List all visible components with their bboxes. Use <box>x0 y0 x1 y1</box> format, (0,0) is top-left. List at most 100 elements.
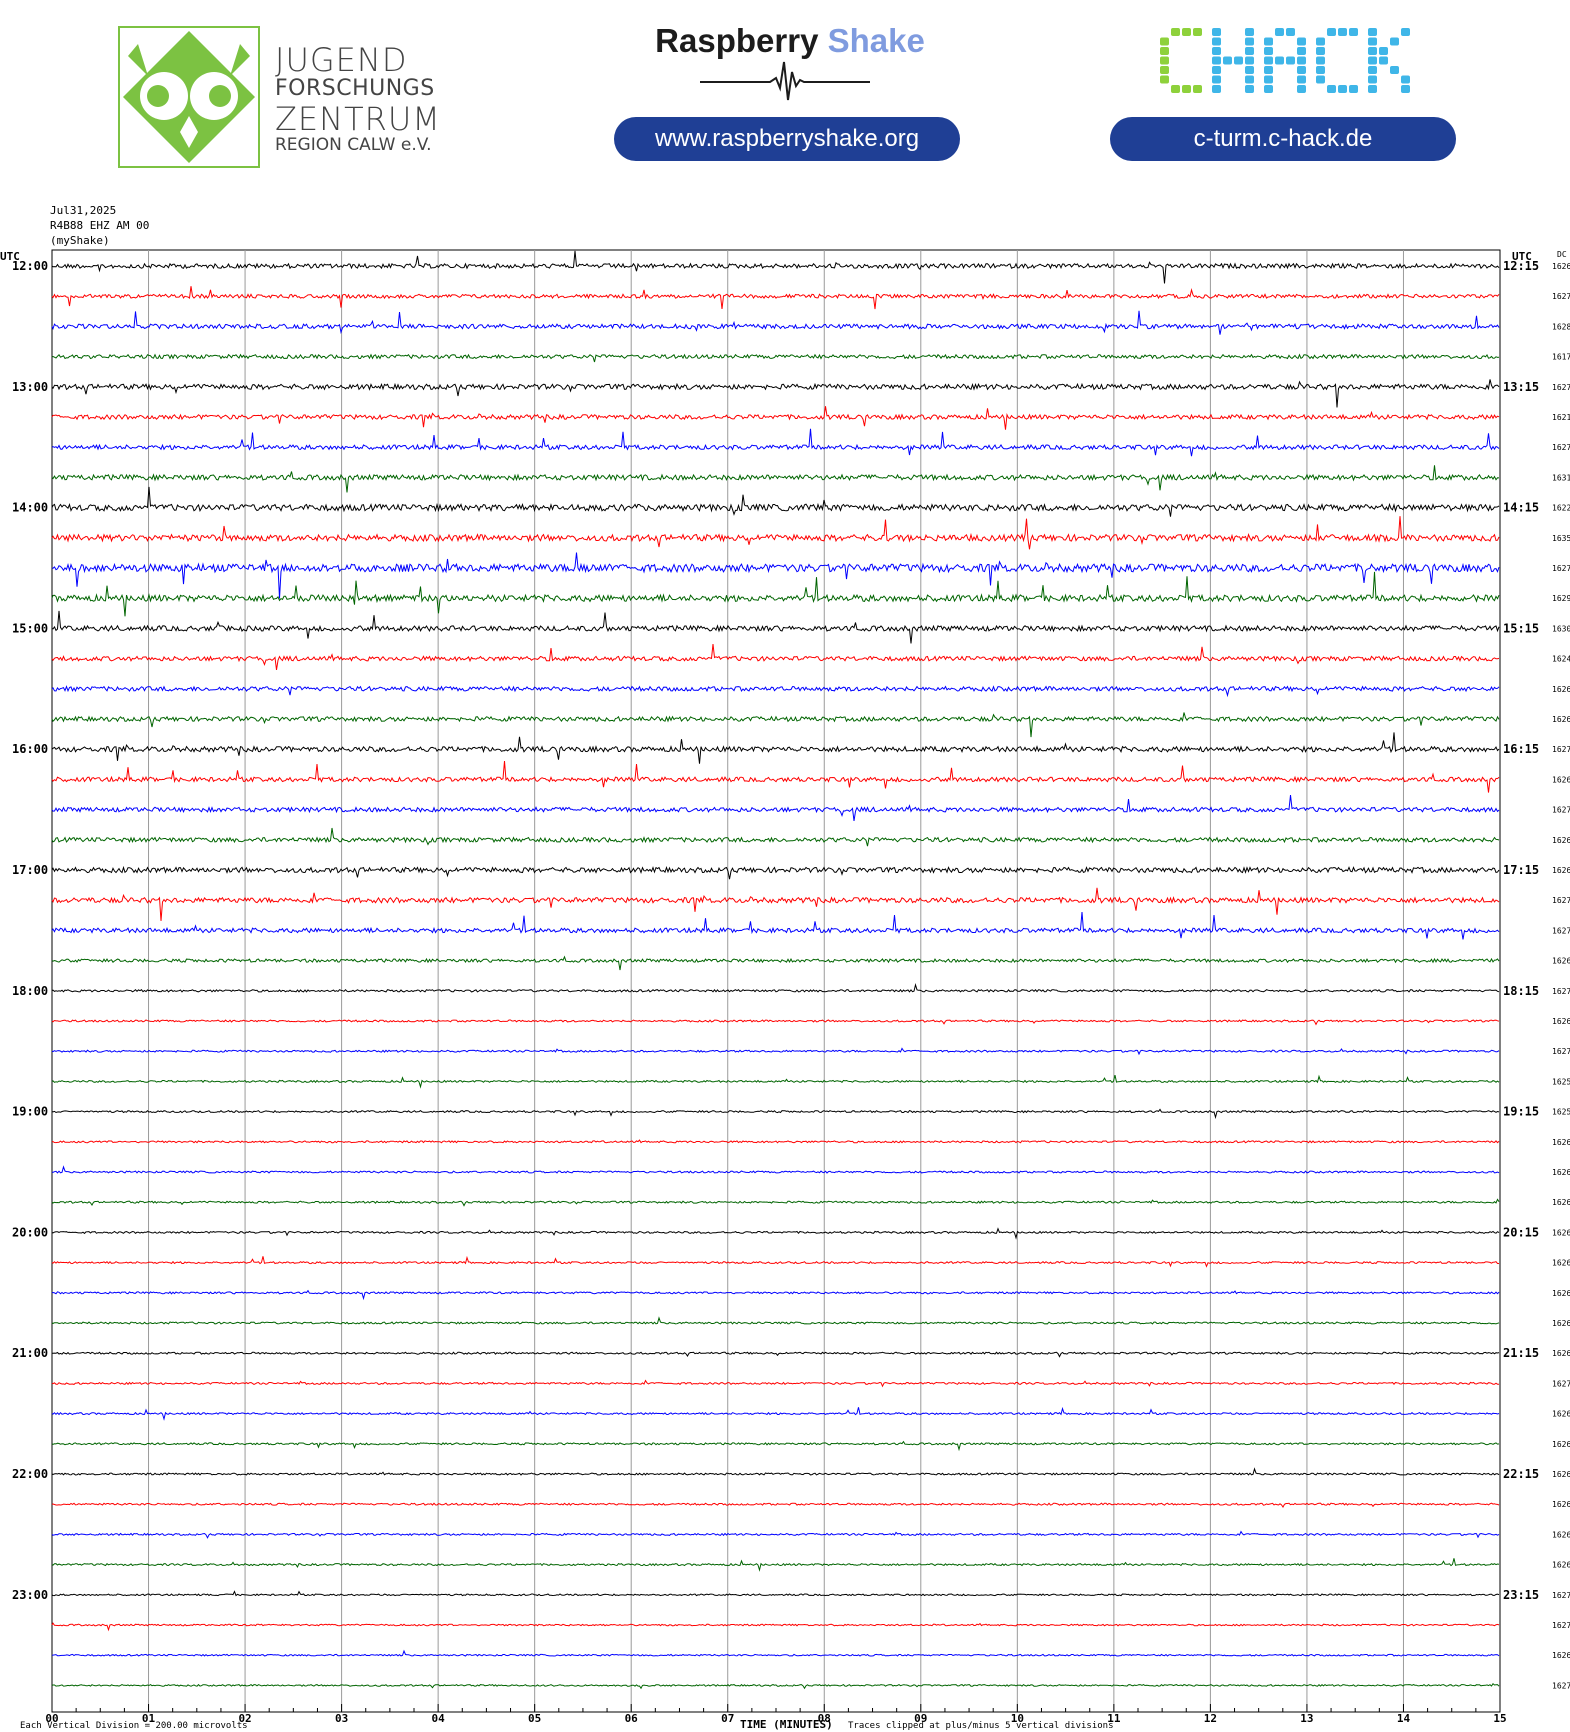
chack-logo-dot <box>1316 56 1325 65</box>
x-tick-label: 02 <box>238 1712 251 1725</box>
chack-logo-dot <box>1327 85 1336 93</box>
right-hour-label: 14:15 <box>1503 501 1539 515</box>
chack-logo-dot <box>1368 75 1377 84</box>
trace-row-37 <box>51 1351 1500 1358</box>
left-hour-label: 21:00 <box>12 1346 48 1360</box>
trace-row-47 <box>51 1649 1500 1657</box>
trace-row-34 <box>51 1255 1499 1268</box>
trace-row-31 <box>51 1165 1500 1174</box>
dc-value: 16254 <box>1552 1077 1570 1086</box>
chack-logo-dot <box>1401 75 1410 84</box>
plot-grid <box>51 249 1501 1713</box>
dc-value: 16269 <box>1552 1440 1570 1449</box>
chack-logo-dot <box>1264 56 1273 65</box>
left-hour-label: 20:00 <box>12 1225 48 1239</box>
chack-logo-dot <box>1245 56 1254 65</box>
chack-logo-dot <box>1212 75 1221 84</box>
dc-value: 16314 <box>1552 473 1570 482</box>
trace-row-41 <box>51 1467 1500 1476</box>
raspberryshake-url-link[interactable]: www.raspberryshake.org <box>614 117 960 161</box>
station-label: R4B88 EHZ AM 00 <box>50 219 149 232</box>
x-tick-label: 14 <box>1397 1712 1411 1725</box>
trace-row-24 <box>51 955 1500 971</box>
chack-logo-dot <box>1234 56 1243 65</box>
chack-logo-dot <box>1264 66 1273 74</box>
dc-value: 16274 <box>1552 383 1570 392</box>
dc-value: 16265 <box>1552 775 1570 784</box>
right-hour-label: 17:15 <box>1503 863 1539 877</box>
chack-logo-dot <box>1297 75 1306 84</box>
owl-logo <box>118 26 260 168</box>
division-note: Each Vertical Division = 200.00 microvol… <box>20 1721 248 1731</box>
dc-value: 16275 <box>1552 896 1570 905</box>
chack-logo-dot <box>1275 56 1284 65</box>
header: JUGEND FORSCHUNGS ZENTRUM REGION CALW e.… <box>0 0 1570 200</box>
trace-row-22 <box>51 887 1500 921</box>
chack-logo-dot <box>1297 47 1306 55</box>
chack-logo-dot <box>1193 28 1202 36</box>
chack-logo-dot <box>1338 85 1347 93</box>
trace-row-30 <box>51 1139 1500 1144</box>
trace-row-28 <box>51 1074 1500 1089</box>
chack-logo-dot <box>1401 85 1410 93</box>
clip-note: Traces clipped at plus/minus 5 vertical … <box>848 1721 1114 1731</box>
trace-row-17 <box>51 732 1500 764</box>
trace-row-38 <box>51 1379 1500 1388</box>
trace-row-33 <box>51 1227 1500 1240</box>
chack-url-link[interactable]: c-turm.c-hack.de <box>1110 117 1456 161</box>
chack-logo-dot <box>1316 66 1325 74</box>
chack-logo-dot <box>1316 75 1325 84</box>
dc-value: 16269 <box>1552 1561 1570 1570</box>
dc-value: 16268 <box>1552 1289 1570 1298</box>
trace-row-1 <box>51 250 1500 284</box>
chack-logo-dot <box>1160 47 1169 55</box>
dc-value: 16278 <box>1552 926 1570 935</box>
trace-row-32 <box>51 1198 1500 1207</box>
utc-right-label: UTC <box>1512 250 1532 263</box>
trace-row-14 <box>51 644 1500 670</box>
trace-row-20 <box>51 827 1500 847</box>
x-tick-label: 13 <box>1300 1712 1313 1725</box>
trace-row-27 <box>51 1047 1500 1056</box>
plot-frame <box>51 249 1501 1713</box>
utc-left-label: UTC <box>0 250 20 263</box>
right-hour-labels: 12:15 13:15 14:15 15:15 16:15 17:15 18:15 19:15… <box>1503 259 1539 1602</box>
dc-value: 16268 <box>1552 1138 1570 1147</box>
chack-logo-dot <box>1193 85 1202 93</box>
right-hour-label: 16:15 <box>1503 742 1539 756</box>
x-tick-label: 04 <box>432 1712 446 1725</box>
left-hour-label: 14:00 <box>12 501 48 515</box>
right-hour-label: 20:15 <box>1503 1225 1539 1239</box>
chack-logo-dot <box>1160 66 1169 74</box>
chack-logo-dot <box>1245 85 1254 93</box>
trace-row-6 <box>51 406 1500 430</box>
x-tick-labels: 00 01 02 03 04 05 06 07 08 09 10 11 12 13 14 15 <box>45 1712 1506 1725</box>
shake-word: Shake <box>827 22 925 59</box>
trace-row-25 <box>51 983 1500 993</box>
x-tick-label: 05 <box>528 1712 541 1725</box>
left-hour-label: 13:00 <box>12 380 48 394</box>
dc-value: 16276 <box>1552 745 1570 754</box>
seismic-wave-icon <box>700 61 870 101</box>
chack-logo-dot <box>1379 47 1388 55</box>
chack-logo-dot <box>1349 28 1358 36</box>
trace-row-15 <box>51 685 1500 698</box>
left-hour-labels: 12:00 13:00 14:00 15:00 16:00 17:00 18:00 19:00… <box>12 259 48 1602</box>
left-hour-label: 18:00 <box>12 984 48 998</box>
x-tick-label: 09 <box>914 1712 927 1725</box>
dc-value: 16303 <box>1552 624 1570 633</box>
chack-logo-dot <box>1338 28 1347 36</box>
dc-value: 16229 <box>1552 504 1570 513</box>
trace-row-12 <box>51 571 1500 617</box>
dc-value: 16269 <box>1552 1017 1570 1026</box>
chack-logo-dot <box>1212 28 1221 36</box>
right-hour-label: 19:15 <box>1503 1105 1539 1119</box>
right-hour-label: 23:15 <box>1503 1588 1539 1602</box>
